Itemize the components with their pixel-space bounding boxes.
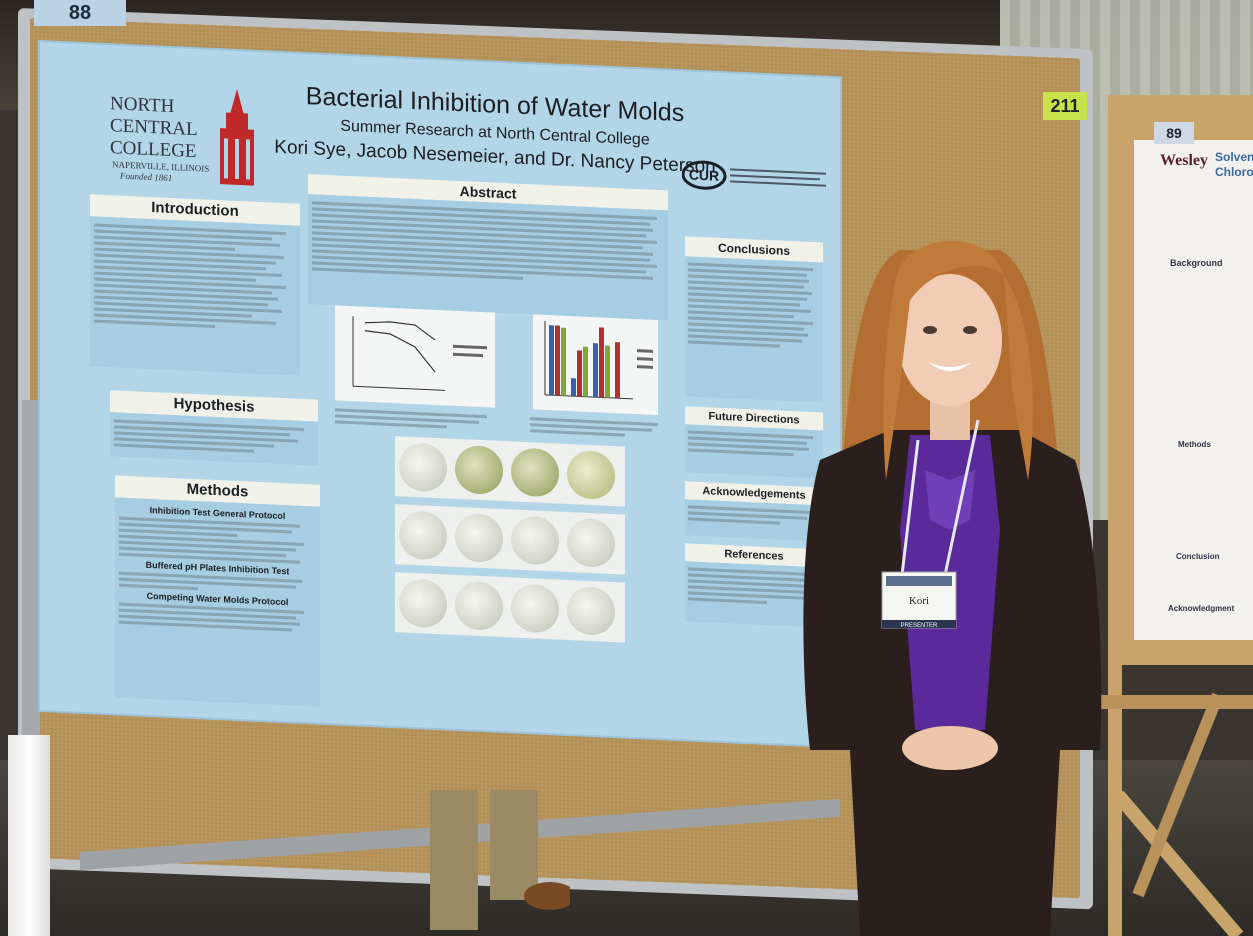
bar-graph-figure bbox=[533, 314, 658, 416]
cur-logo: CUR bbox=[682, 160, 826, 190]
petri-plate bbox=[399, 578, 447, 629]
college-founded: Founded 1861 bbox=[120, 170, 173, 184]
abstract-body bbox=[308, 194, 668, 321]
college-logo-text: NORTH CENTRAL COLLEGE bbox=[110, 93, 197, 163]
research-poster: NORTH CENTRAL COLLEGE NAPERVILLE, ILLINO… bbox=[40, 42, 840, 747]
petri-plate-photo-row bbox=[395, 572, 625, 643]
petri-plate bbox=[455, 580, 503, 632]
badge-role: PRESENTER bbox=[901, 623, 938, 629]
petri-plate bbox=[567, 517, 615, 569]
line-graph-figure bbox=[335, 305, 495, 408]
white-cylinder-object bbox=[8, 735, 50, 936]
bar-graph-caption bbox=[530, 414, 665, 441]
college-tower-icon bbox=[220, 88, 254, 186]
hypothesis-body bbox=[110, 412, 318, 466]
badge-name: Kori bbox=[909, 595, 929, 607]
methods-body: Inhibition Test General Protocol Buffere… bbox=[115, 497, 320, 707]
petri-plate bbox=[455, 444, 503, 496]
petri-plate-photo-row bbox=[395, 504, 625, 575]
petri-plate-photo-row bbox=[395, 436, 625, 507]
petri-plate bbox=[399, 442, 447, 493]
board-number-label: 211 bbox=[1043, 92, 1087, 120]
petri-plate bbox=[567, 449, 615, 501]
neighbor-poster-section: Acknowledgment bbox=[1168, 604, 1235, 613]
board-number-label: 89 bbox=[1154, 122, 1194, 144]
petri-plate bbox=[511, 447, 559, 498]
neighbor-poster-section: Conclusion bbox=[1176, 552, 1220, 561]
cur-logo-text: CUR bbox=[689, 166, 719, 183]
presenter-person: Kori PRESENTER bbox=[803, 240, 1102, 936]
neighbor-poster-section: Background bbox=[1170, 258, 1223, 268]
neighbor-poster-logo: Wesley bbox=[1160, 152, 1208, 169]
board-number-label: 88 bbox=[34, 0, 126, 26]
petri-plate bbox=[455, 512, 503, 564]
petri-plate bbox=[511, 583, 559, 634]
petri-plate bbox=[399, 510, 447, 561]
petri-plate bbox=[511, 515, 559, 566]
neighbor-poster bbox=[1134, 140, 1253, 640]
line-graph-caption bbox=[335, 405, 495, 433]
petri-plate bbox=[567, 585, 615, 637]
background-person-legs bbox=[430, 790, 570, 930]
introduction-body bbox=[90, 216, 300, 376]
neighbor-poster-title: Solvent Chlorofo bbox=[1215, 150, 1253, 179]
neighbor-poster-section: Methods bbox=[1178, 440, 1211, 449]
